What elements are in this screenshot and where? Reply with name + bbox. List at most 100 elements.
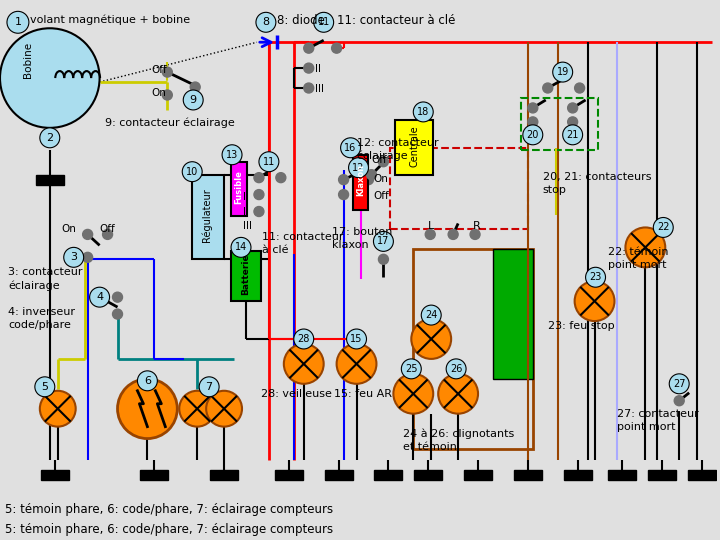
Text: volant magnétique + bobine: volant magnétique + bobine	[30, 15, 190, 25]
Text: 9: contacteur éclairage: 9: contacteur éclairage	[104, 118, 234, 129]
Text: 4: inverseur: 4: inverseur	[8, 307, 75, 317]
Text: Fusible: Fusible	[235, 170, 243, 204]
Text: 20, 21: contacteurs: 20, 21: contacteurs	[543, 172, 652, 181]
Circle shape	[575, 83, 585, 93]
Text: point mort: point mort	[608, 260, 666, 271]
Text: Off: Off	[151, 65, 167, 75]
Circle shape	[190, 82, 200, 92]
Text: Klaxon: Klaxon	[356, 164, 365, 195]
Bar	[688, 470, 716, 481]
Text: 21: 21	[567, 130, 579, 140]
Circle shape	[254, 190, 264, 200]
Text: 23: 23	[590, 272, 602, 282]
Circle shape	[162, 90, 172, 100]
Circle shape	[346, 329, 366, 349]
Circle shape	[102, 230, 112, 239]
Text: 25: 25	[405, 364, 418, 374]
Text: 17: bouton: 17: bouton	[332, 227, 392, 238]
Circle shape	[567, 117, 577, 127]
Text: 22: témoin: 22: témoin	[608, 247, 668, 258]
Text: Bobine: Bobine	[23, 42, 33, 78]
Text: III: III	[315, 84, 324, 94]
Circle shape	[254, 173, 264, 183]
Bar	[493, 249, 533, 379]
Circle shape	[284, 344, 324, 384]
Circle shape	[304, 83, 314, 93]
Circle shape	[563, 125, 582, 145]
Text: Batterie: Batterie	[241, 253, 251, 295]
Bar	[413, 249, 533, 449]
Bar	[464, 470, 492, 481]
Circle shape	[40, 391, 76, 427]
Text: 27: 27	[673, 379, 685, 389]
Text: R: R	[473, 221, 481, 232]
Text: 18: 18	[417, 107, 429, 117]
Text: 22: 22	[657, 222, 670, 232]
Text: à clé: à clé	[262, 245, 289, 255]
Circle shape	[304, 63, 314, 73]
Circle shape	[35, 377, 55, 397]
Bar	[414, 470, 442, 481]
Circle shape	[653, 218, 673, 238]
Text: 10: 10	[186, 167, 198, 177]
Circle shape	[674, 396, 684, 406]
Text: 12: 12	[352, 163, 365, 173]
Text: 5: 5	[41, 382, 48, 392]
Bar	[514, 470, 541, 481]
Circle shape	[448, 230, 458, 239]
Text: L: L	[428, 221, 434, 232]
Text: 5: témoin phare, 6: code/phare, 7: éclairage compteurs: 5: témoin phare, 6: code/phare, 7: éclai…	[5, 503, 333, 516]
Circle shape	[670, 374, 689, 394]
Circle shape	[89, 287, 109, 307]
Circle shape	[179, 391, 215, 427]
Text: éclairage: éclairage	[8, 280, 60, 291]
Text: 12: contacteur: 12: contacteur	[356, 138, 438, 148]
Circle shape	[206, 391, 242, 427]
Text: On: On	[62, 225, 76, 234]
Circle shape	[112, 309, 122, 319]
Circle shape	[413, 102, 433, 122]
Bar	[210, 470, 238, 481]
Text: 2: 2	[46, 133, 53, 143]
Text: II: II	[243, 206, 249, 217]
Circle shape	[348, 158, 369, 178]
Bar	[192, 174, 224, 259]
Text: 7: 7	[206, 382, 212, 392]
Text: 28: veilleuse: 28: veilleuse	[261, 389, 332, 399]
Text: 14: 14	[235, 242, 247, 252]
Circle shape	[83, 230, 93, 239]
Text: 27: contacteur: 27: contacteur	[618, 409, 699, 419]
Circle shape	[338, 190, 348, 200]
Text: 3: contacteur: 3: contacteur	[8, 267, 83, 277]
Text: 11: 11	[263, 157, 275, 167]
Circle shape	[254, 206, 264, 217]
Circle shape	[338, 174, 348, 185]
Bar	[395, 120, 433, 174]
Circle shape	[523, 125, 543, 145]
Text: 8: diode: 8: diode	[277, 15, 325, 28]
Text: klaxon: klaxon	[332, 240, 368, 251]
Circle shape	[364, 174, 374, 185]
Text: Off: Off	[99, 225, 115, 234]
Text: 24 à 26: clignotants: 24 à 26: clignotants	[403, 429, 515, 439]
Circle shape	[393, 374, 433, 414]
Circle shape	[182, 161, 202, 181]
Circle shape	[332, 43, 341, 53]
Text: code/phare: code/phare	[8, 320, 71, 330]
Bar	[353, 155, 369, 210]
Circle shape	[366, 170, 377, 180]
Text: point mort: point mort	[618, 422, 676, 431]
Circle shape	[276, 173, 286, 183]
Bar	[521, 98, 598, 150]
Circle shape	[446, 359, 466, 379]
Circle shape	[421, 305, 441, 325]
Bar	[374, 470, 402, 481]
Circle shape	[138, 371, 158, 391]
Text: 26: 26	[450, 364, 462, 374]
Text: 24: 24	[425, 310, 438, 320]
Circle shape	[83, 252, 93, 262]
Circle shape	[7, 11, 29, 33]
Text: On: On	[151, 88, 166, 98]
Bar	[325, 470, 353, 481]
Bar	[608, 470, 636, 481]
